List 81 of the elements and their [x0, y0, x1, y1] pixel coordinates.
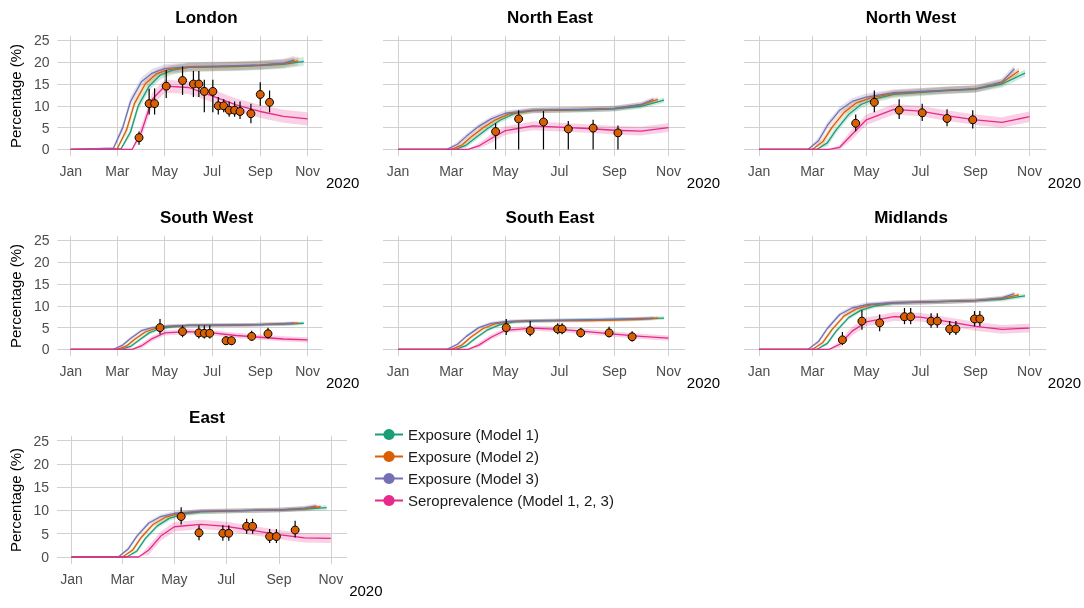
x-tick-label: Nov [295, 363, 321, 379]
y-axis-title: Percentage (%) [7, 243, 24, 349]
x-axis-title: 2020 [686, 174, 721, 192]
y-tick-label: 5 [41, 319, 50, 336]
chart-title: South East [505, 208, 595, 227]
x-axis-title: 2020 [1047, 174, 1082, 192]
chart-title: North West [865, 8, 957, 27]
y-tick-label: 20 [33, 455, 50, 472]
y-tick-label: 25 [33, 232, 50, 249]
x-tick-label: Sep [601, 163, 628, 179]
x-tick-label: Jul [203, 163, 222, 179]
chart-title: South West [159, 208, 254, 227]
x-tick-label: Jul [550, 363, 569, 379]
x-tick-label: Nov [656, 163, 681, 179]
y-tick-label: 5 [41, 525, 50, 542]
x-tick-label: Jul [911, 363, 930, 379]
x-axis-title: 2020 [325, 374, 360, 392]
x-tick-label: Sep [962, 363, 989, 379]
x-tick-label: Nov [318, 571, 344, 587]
legend-label: Exposure (Model 1) [408, 426, 539, 443]
y-tick-label: 10 [33, 297, 50, 314]
chart-title: London [175, 8, 238, 27]
x-tick-label: Jul [911, 163, 930, 179]
x-tick-label: Mar [800, 163, 825, 179]
x-tick-label: Nov [295, 163, 321, 179]
y-tick-label: 20 [33, 54, 50, 71]
x-tick-label: Mar [105, 363, 130, 379]
y-tick-label: 0 [41, 341, 50, 358]
x-axis-title: 2020 [686, 374, 721, 392]
x-tick-label: May [161, 571, 188, 587]
x-tick-label: Sep [247, 363, 273, 379]
x-tick-label: Mar [800, 363, 825, 379]
x-tick-label: May [492, 363, 519, 379]
x-tick-label: Jul [217, 571, 236, 587]
x-tick-label: May [853, 363, 880, 379]
y-tick-label: 15 [33, 76, 50, 92]
chart-title: North East [507, 8, 594, 27]
x-tick-label: Mar [439, 163, 464, 179]
chart-title: Midlands [874, 208, 948, 227]
x-tick-label: Sep [247, 163, 273, 179]
x-tick-label: Sep [601, 363, 628, 379]
x-tick-label: Jan [59, 363, 82, 379]
x-axis-title: 2020 [325, 174, 360, 192]
y-tick-label: 5 [41, 119, 50, 136]
y-tick-label: 10 [33, 502, 50, 519]
y-axis-title: Percentage (%) [7, 447, 24, 553]
x-tick-label: May [151, 363, 178, 379]
x-tick-label: Jan [60, 571, 83, 587]
x-tick-label: Mar [105, 163, 130, 179]
x-tick-label: Sep [266, 571, 292, 587]
x-axis-title: 2020 [349, 582, 383, 600]
legend-label: Exposure (Model 3) [408, 470, 539, 487]
x-tick-label: May [853, 163, 880, 179]
chart-title: East [189, 408, 226, 427]
x-tick-label: Nov [656, 363, 681, 379]
y-tick-label: 15 [33, 479, 50, 496]
x-tick-label: Jan [386, 163, 410, 179]
x-axis-title: 2020 [1047, 374, 1082, 392]
x-tick-label: Jan [747, 363, 771, 379]
x-tick-label: May [151, 163, 178, 179]
x-tick-label: Jan [747, 163, 771, 179]
x-tick-label: Nov [1017, 363, 1042, 379]
x-tick-label: Jan [386, 363, 410, 379]
y-tick-label: 10 [33, 97, 50, 114]
y-tick-label: 15 [33, 276, 50, 292]
y-tick-label: 0 [41, 549, 50, 566]
x-tick-label: Jul [203, 363, 222, 379]
y-tick-label: 0 [41, 141, 50, 158]
y-tick-label: 25 [33, 32, 50, 49]
legend-label: Seroprevalence (Model 1, 2, 3) [408, 492, 614, 509]
y-axis-title: Percentage (%) [7, 43, 24, 149]
x-tick-label: Nov [1017, 163, 1042, 179]
x-tick-label: May [492, 163, 519, 179]
y-tick-label: 25 [33, 432, 50, 449]
x-tick-label: Sep [962, 163, 989, 179]
legend-label: Exposure (Model 2) [408, 448, 539, 465]
y-tick-label: 20 [33, 254, 50, 271]
x-tick-label: Mar [439, 363, 464, 379]
x-tick-label: Mar [110, 571, 135, 587]
x-tick-label: Jan [59, 163, 82, 179]
x-tick-label: Jul [550, 163, 569, 179]
